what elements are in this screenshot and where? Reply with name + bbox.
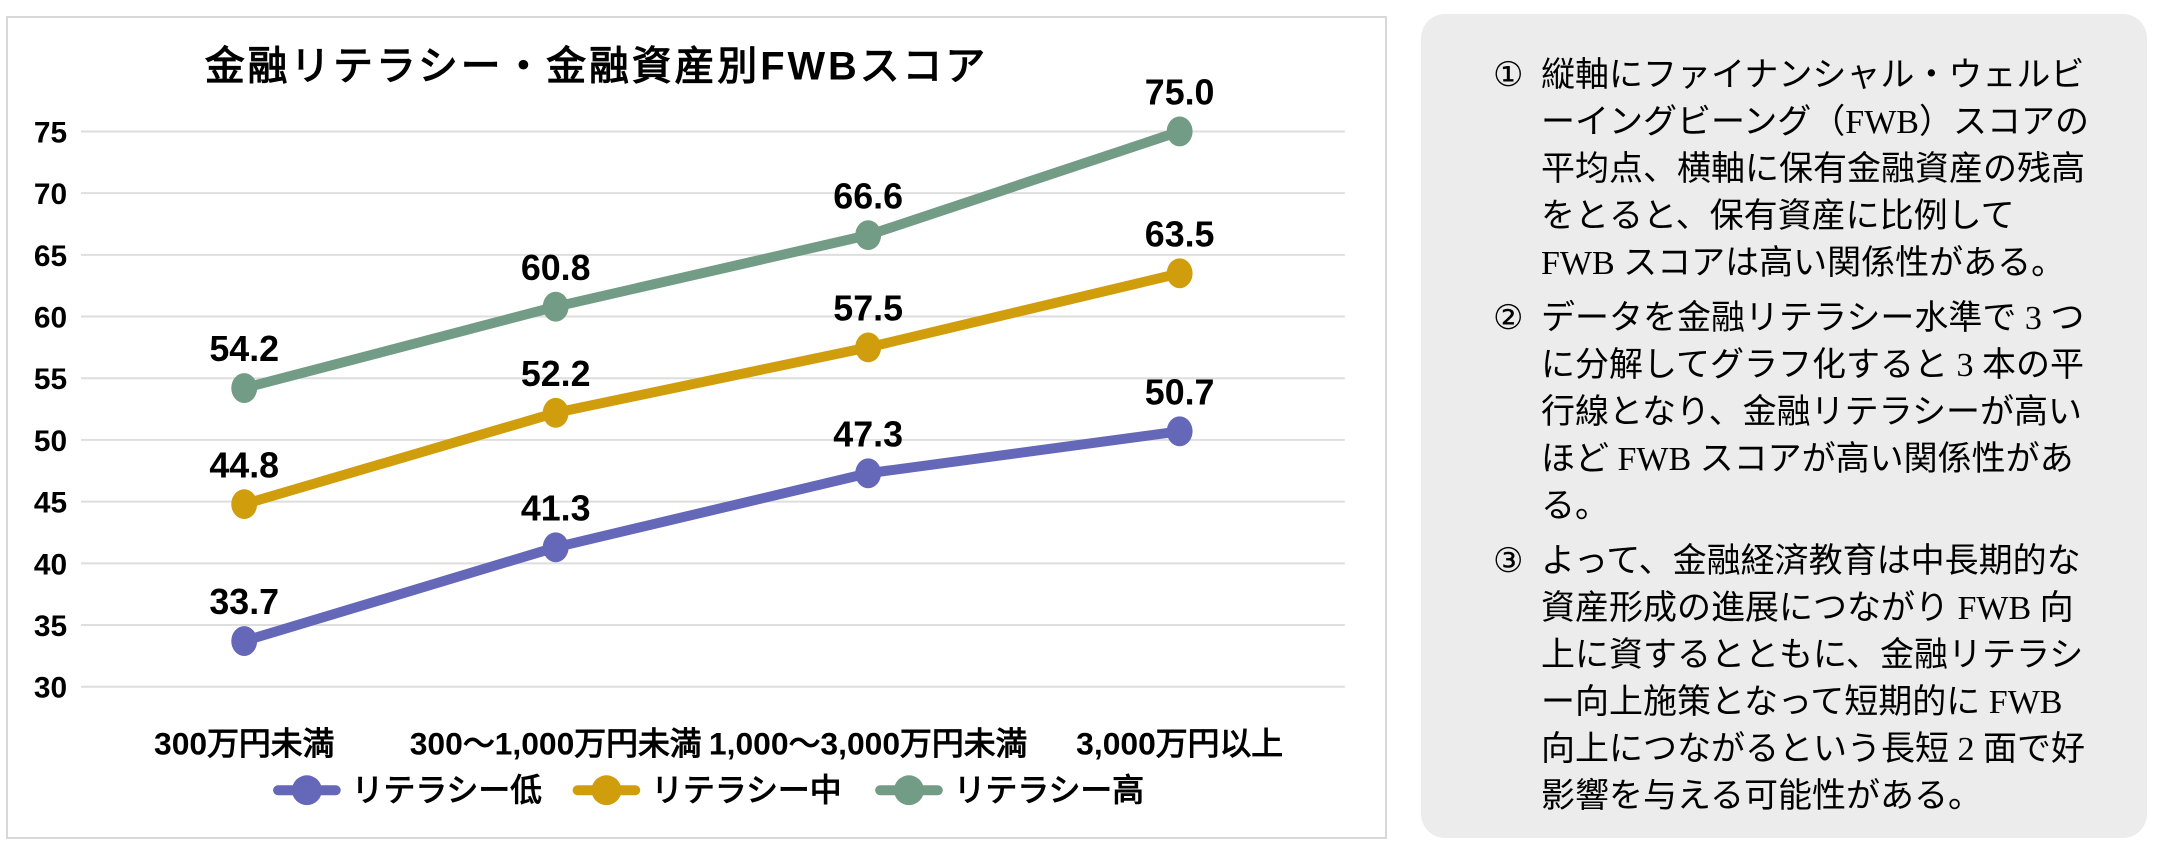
y-tick-label-55: 55 — [34, 363, 67, 396]
data-point — [855, 220, 882, 251]
y-tick-label-65: 65 — [34, 240, 67, 273]
y-tick-label-50: 50 — [34, 425, 67, 458]
series-line-2 — [239, 126, 1185, 394]
data-label: 57.5 — [833, 289, 903, 329]
note-item-2: ② データを金融リテラシー水準で 3 つ に分解してグラフ化すると 3 本の平 … — [1493, 295, 2119, 530]
data-label: 44.8 — [209, 445, 279, 485]
legend-marker — [591, 775, 622, 806]
data-point — [231, 626, 258, 656]
fwb-line-chart: 30 35 40 45 50 55 60 65 70 75 金融リテラシー・金融資産別FWBスコア 3… — [34, 44, 1345, 808]
legend-marker — [894, 775, 924, 806]
series-line-1 — [239, 268, 1185, 510]
note-text-3: よって、金融経済教育は中長期的な 資産形成の進展につながり FWB 向 上に資す… — [1541, 543, 2085, 815]
data-label: 66.6 — [833, 176, 903, 216]
legend-marker — [291, 775, 322, 806]
data-point — [855, 458, 882, 489]
note-number-3: ③ — [1493, 543, 1524, 580]
data-point — [855, 332, 882, 363]
data-label: 52.2 — [521, 354, 591, 394]
y-tick-label-40: 40 — [34, 548, 67, 581]
note-item-1: ① 縦軸にファイナンシャル・ウェルビ ーイングビーング（FWB）スコアの 平均点… — [1493, 52, 2119, 287]
y-tick-label-70: 70 — [34, 178, 67, 211]
note-item-3: ③ よって、金融経済教育は中長期的な 資産形成の進展につながり FWB 向 上に… — [1493, 538, 2119, 820]
notes-panel: ① 縦軸にファイナンシャル・ウェルビ ーイングビーング（FWB）スコアの 平均点… — [1421, 14, 2147, 838]
fwb-chart-panel: 30 35 40 45 50 55 60 65 70 75 金融リテラシー・金融資産別FWBスコア 3… — [6, 16, 1387, 839]
data-label: 47.3 — [833, 414, 903, 454]
data-label: 54.2 — [209, 329, 279, 369]
data-point — [231, 373, 258, 404]
note-text-2: データを金融リテラシー水準で 3 つ に分解してグラフ化すると 3 本の平 行線… — [1541, 300, 2085, 525]
data-point — [542, 397, 569, 428]
data-label: 63.5 — [1145, 214, 1215, 254]
chart-title: 金融リテラシー・金融資産別FWBスコア — [205, 44, 988, 89]
data-point — [1166, 116, 1193, 147]
legend-label: リテラシー高 — [954, 772, 1144, 808]
data-point — [542, 291, 569, 322]
y-tick-label-45: 45 — [34, 487, 67, 520]
data-point — [1166, 416, 1193, 447]
legend-label: リテラシー低 — [352, 772, 543, 808]
legend-label: リテラシー中 — [651, 772, 841, 808]
note-number-1: ① — [1493, 57, 1524, 94]
y-tick-label-30: 30 — [34, 672, 67, 705]
y-tick-label-75: 75 — [34, 116, 67, 149]
data-label: 50.7 — [1145, 372, 1215, 412]
x-axis-label: 300～1,000万円未満 — [410, 725, 702, 761]
note-number-2: ② — [1493, 300, 1524, 337]
data-label: 33.7 — [209, 582, 279, 622]
x-axis-label: 300万円未満 — [154, 725, 334, 761]
data-point — [1166, 258, 1193, 289]
x-axis-label: 3,000万円以上 — [1076, 725, 1283, 761]
data-point — [542, 532, 569, 563]
data-label: 60.8 — [521, 248, 591, 288]
data-label: 75.0 — [1145, 73, 1215, 113]
series-line-0 — [239, 426, 1185, 647]
y-tick-label-60: 60 — [34, 301, 67, 334]
data-label: 41.3 — [521, 488, 591, 528]
y-tick-label-35: 35 — [34, 610, 67, 643]
note-text-1: 縦軸にファイナンシャル・ウェルビ ーイングビーング（FWB）スコアの 平均点、横… — [1541, 57, 2089, 282]
data-point — [231, 489, 258, 520]
x-axis-label: 1,000～3,000万円未満 — [709, 725, 1027, 761]
